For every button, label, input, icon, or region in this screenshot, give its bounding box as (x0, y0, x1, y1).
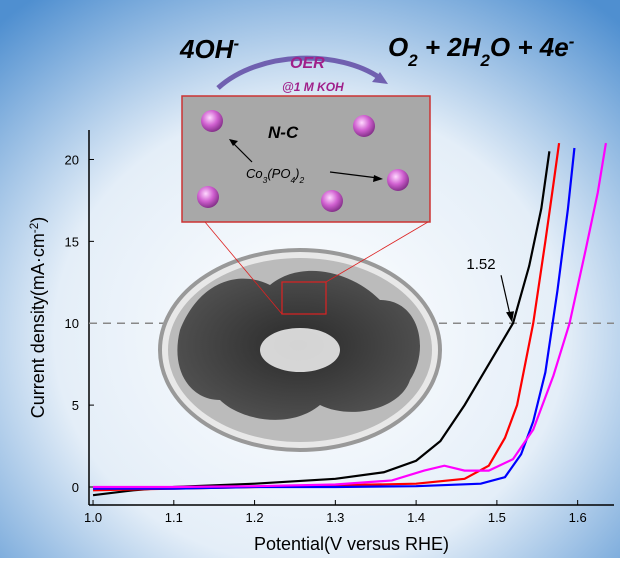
superscript: - (233, 34, 239, 53)
inset-label: N-C (268, 123, 299, 142)
text-part: 4OH (179, 34, 235, 64)
particle (387, 169, 409, 191)
condition: @1 M KOH (282, 80, 344, 94)
x-tick-label: 1.3 (326, 510, 344, 525)
x-tick-label: 1.2 (246, 510, 264, 525)
x-tick-label: 1.1 (165, 510, 183, 525)
annotation: 1.52 (466, 256, 495, 273)
x-axis-label: Potential(V versus RHE) (254, 534, 449, 554)
subscript: 2 (480, 51, 491, 70)
x-tick-label: 1.4 (407, 510, 425, 525)
x-tick-label: 1.5 (488, 510, 506, 525)
text-part: O (388, 32, 408, 62)
particle (197, 186, 219, 208)
text-part: + 2H (418, 32, 482, 62)
catalyst-label: OER (290, 55, 325, 72)
text-part: ) (28, 217, 48, 223)
x-tick-label: 1.0 (84, 510, 102, 525)
subscript: 2 (299, 175, 305, 185)
text-part: O + 4e (490, 32, 569, 62)
text-part: Co (246, 166, 263, 181)
y-tick-label: 10 (65, 316, 79, 331)
superscript: -2 (28, 223, 41, 233)
chart: N-C Co3(PO4)2 4OH- OER @1 M KOH O2 + 2H2… (0, 0, 620, 558)
particle (353, 115, 375, 137)
y-tick-label: 20 (65, 152, 79, 167)
y-tick-label: 5 (72, 398, 79, 413)
text-part: Current density(mA·cm (28, 233, 48, 418)
y-axis-label: Current density(mA·cm-2) (28, 217, 49, 418)
reactant: 4OH- (179, 34, 239, 65)
superscript: - (569, 32, 575, 51)
particle (201, 110, 223, 132)
subscript: 2 (407, 51, 418, 70)
text-part: (PO (267, 166, 290, 181)
particle (321, 190, 343, 212)
micrograph-gap (260, 328, 340, 372)
y-tick-label: 15 (65, 234, 79, 249)
x-tick-label: 1.6 (569, 510, 587, 525)
y-tick-label: 0 (72, 480, 79, 495)
